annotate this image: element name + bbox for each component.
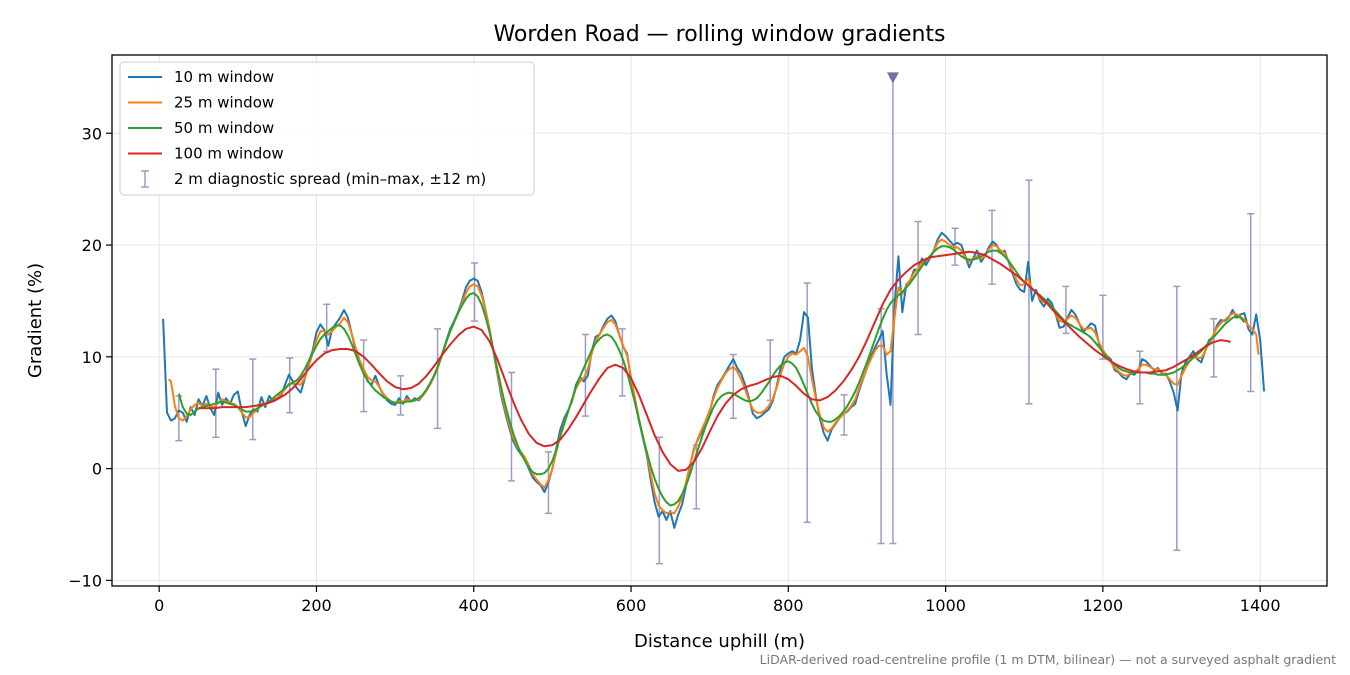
series-line <box>177 245 1246 507</box>
y-tick-label: 30 <box>82 124 102 143</box>
legend-label: 2 m diagnostic spread (min–max, ±12 m) <box>174 170 486 188</box>
legend-label: 10 m window <box>174 68 274 86</box>
x-tick-label: 1000 <box>925 596 966 615</box>
x-tick-label: 0 <box>154 596 164 615</box>
y-tick-label: 20 <box>82 236 102 255</box>
x-tick-label: 800 <box>773 596 804 615</box>
x-tick-label: 200 <box>301 596 332 615</box>
y-axis-ticks: −10 0 10 20 30 <box>68 124 112 590</box>
footnote: LiDAR-derived road-centreline profile (1… <box>760 652 1336 667</box>
x-axis-label: Distance uphill (m) <box>634 631 805 652</box>
x-tick-label: 1400 <box>1240 596 1281 615</box>
y-tick-label: −10 <box>68 571 102 590</box>
y-tick-label: 10 <box>82 348 102 367</box>
y-tick-label: 0 <box>92 460 102 479</box>
series-lines <box>162 231 1266 529</box>
clipped-bar-marker <box>886 72 899 84</box>
legend-label: 50 m window <box>174 119 274 137</box>
series-line <box>198 250 1231 472</box>
plot-frame <box>111 54 1328 587</box>
x-tick-label: 600 <box>616 596 647 615</box>
legend-label: 25 m window <box>174 94 274 112</box>
legend: 10 m window 25 m window 50 m window 100 m w… <box>119 61 535 196</box>
series-line <box>167 238 1260 515</box>
x-axis-ticks: 0 200 400 600 800 1000 1200 1400 <box>154 586 1281 615</box>
x-tick-label: 400 <box>458 596 489 615</box>
clipped-marker <box>886 72 899 84</box>
x-tick-label: 1200 <box>1083 596 1124 615</box>
legend-box <box>119 61 535 196</box>
legend-label: 100 m window <box>174 145 284 163</box>
chart-title: Worden Road — rolling window gradients <box>493 22 945 47</box>
y-axis-label: Gradient (%) <box>25 263 46 378</box>
